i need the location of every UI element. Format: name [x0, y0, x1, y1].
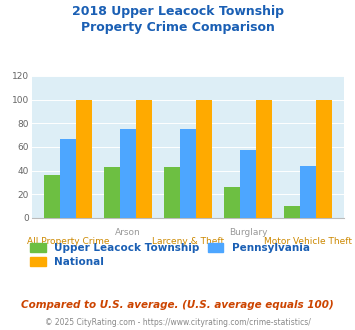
Bar — [180, 129, 196, 218]
Bar — [256, 100, 272, 218]
Bar — [316, 100, 332, 218]
Bar — [164, 167, 180, 218]
Bar — [284, 206, 300, 218]
Bar — [76, 100, 92, 218]
Text: Motor Vehicle Theft: Motor Vehicle Theft — [264, 237, 352, 246]
Bar — [44, 175, 60, 218]
Bar — [224, 187, 240, 218]
Bar — [136, 100, 152, 218]
Legend: Upper Leacock Township, National, Pennsylvania: Upper Leacock Township, National, Pennsy… — [30, 243, 310, 267]
Text: All Property Crime: All Property Crime — [27, 237, 109, 246]
Text: © 2025 CityRating.com - https://www.cityrating.com/crime-statistics/: © 2025 CityRating.com - https://www.city… — [45, 318, 310, 327]
Text: 2018 Upper Leacock Township
Property Crime Comparison: 2018 Upper Leacock Township Property Cri… — [71, 5, 284, 34]
Bar — [196, 100, 212, 218]
Bar — [120, 129, 136, 218]
Text: Compared to U.S. average. (U.S. average equals 100): Compared to U.S. average. (U.S. average … — [21, 300, 334, 310]
Text: Arson: Arson — [115, 228, 141, 238]
Text: Larceny & Theft: Larceny & Theft — [152, 237, 224, 246]
Text: Burglary: Burglary — [229, 228, 267, 238]
Bar — [240, 150, 256, 218]
Bar — [60, 139, 76, 218]
Bar — [300, 166, 316, 218]
Bar — [104, 167, 120, 218]
